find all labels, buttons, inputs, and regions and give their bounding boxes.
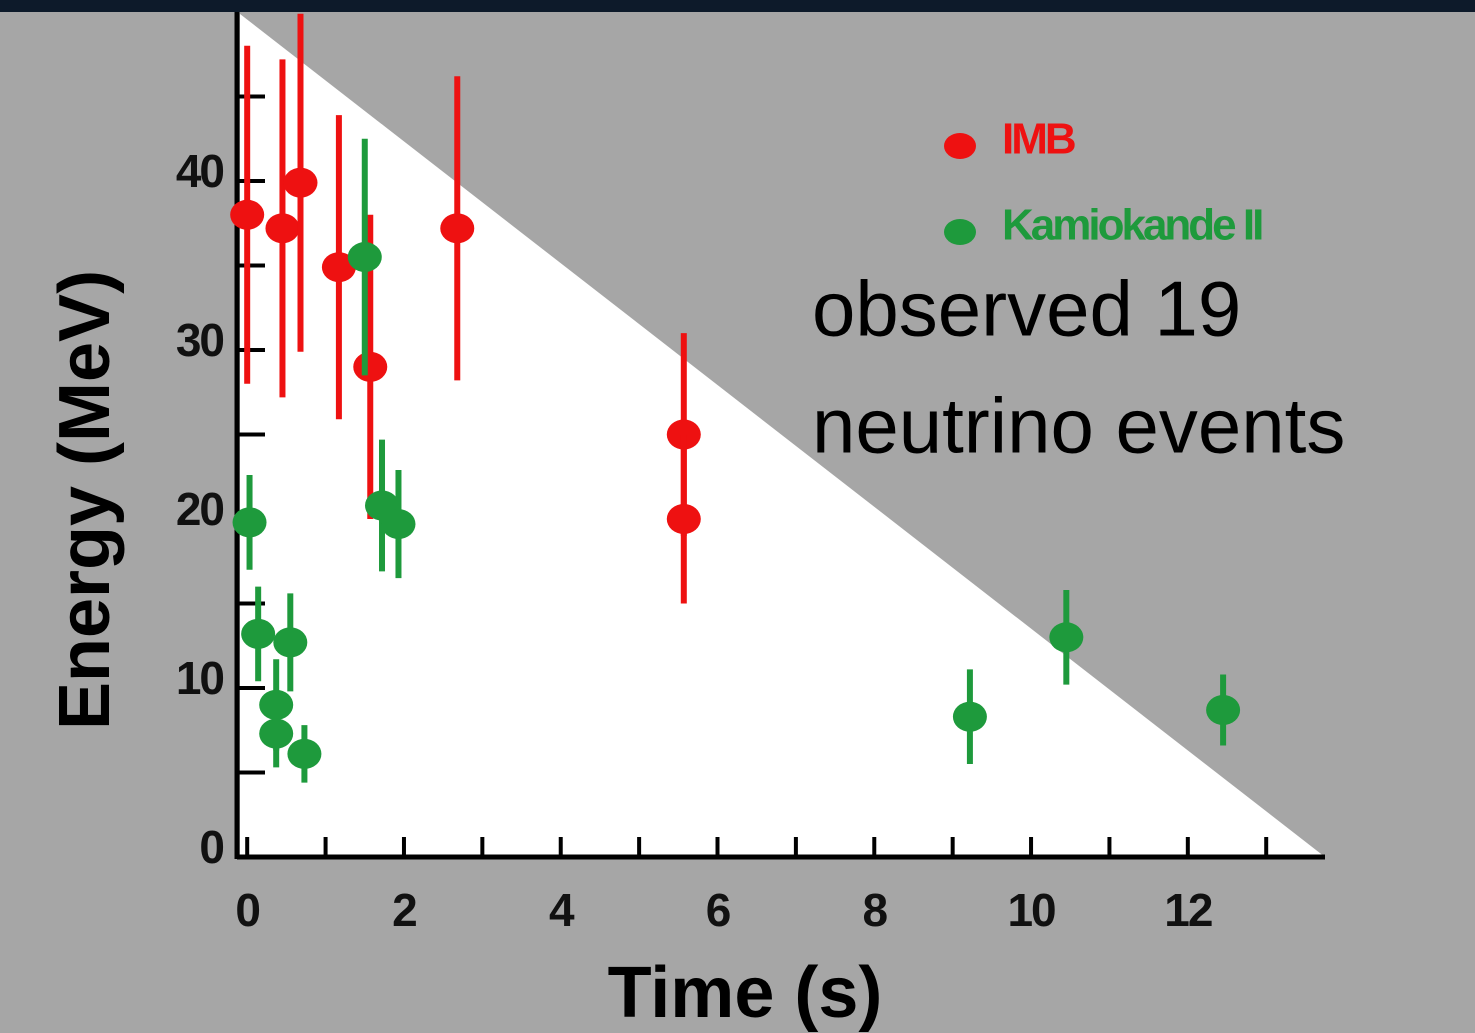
x-tick-label: 0: [235, 884, 259, 936]
data-point: [347, 242, 382, 273]
legend-label: Kamiokande II: [1002, 201, 1262, 250]
data-point: [259, 689, 294, 720]
x-tick-label: 6: [706, 884, 730, 936]
annotation: neutrino events: [812, 382, 1345, 470]
data-point: [230, 199, 265, 230]
x-tick-label: 10: [1007, 884, 1055, 936]
data-point: [952, 701, 987, 732]
y-tick-label: 10: [176, 652, 224, 704]
x-tick-label: 8: [862, 884, 887, 936]
annotation: observed 19: [812, 265, 1241, 353]
data-point: [273, 627, 308, 658]
data-point: [265, 213, 300, 244]
x-tick-label: 4: [549, 884, 575, 936]
y-tick-label: 0: [199, 821, 223, 873]
legend-marker: [944, 133, 976, 159]
data-point: [666, 504, 701, 534]
data-point: [1206, 694, 1241, 725]
legend-marker: [944, 219, 976, 245]
y-tick-label: 40: [176, 145, 224, 197]
data-point: [381, 509, 416, 540]
legend-label: IMB: [1002, 115, 1075, 164]
data-point: [232, 507, 267, 538]
top-band: [0, 0, 1475, 12]
y-axis-title: Energy (MeV): [45, 270, 125, 730]
data-point: [440, 213, 475, 244]
y-tick-label: 30: [176, 314, 224, 366]
data-point: [287, 738, 322, 769]
x-tick-label: 2: [392, 884, 416, 936]
y-tick-label: 20: [176, 483, 224, 535]
x-tick-label: 12: [1164, 884, 1212, 936]
data-point: [283, 167, 318, 198]
x-axis-title: Time (s): [608, 953, 883, 1033]
data-point: [241, 618, 276, 649]
data-point: [321, 252, 356, 283]
data-point: [1049, 622, 1084, 653]
data-point: [353, 351, 388, 382]
